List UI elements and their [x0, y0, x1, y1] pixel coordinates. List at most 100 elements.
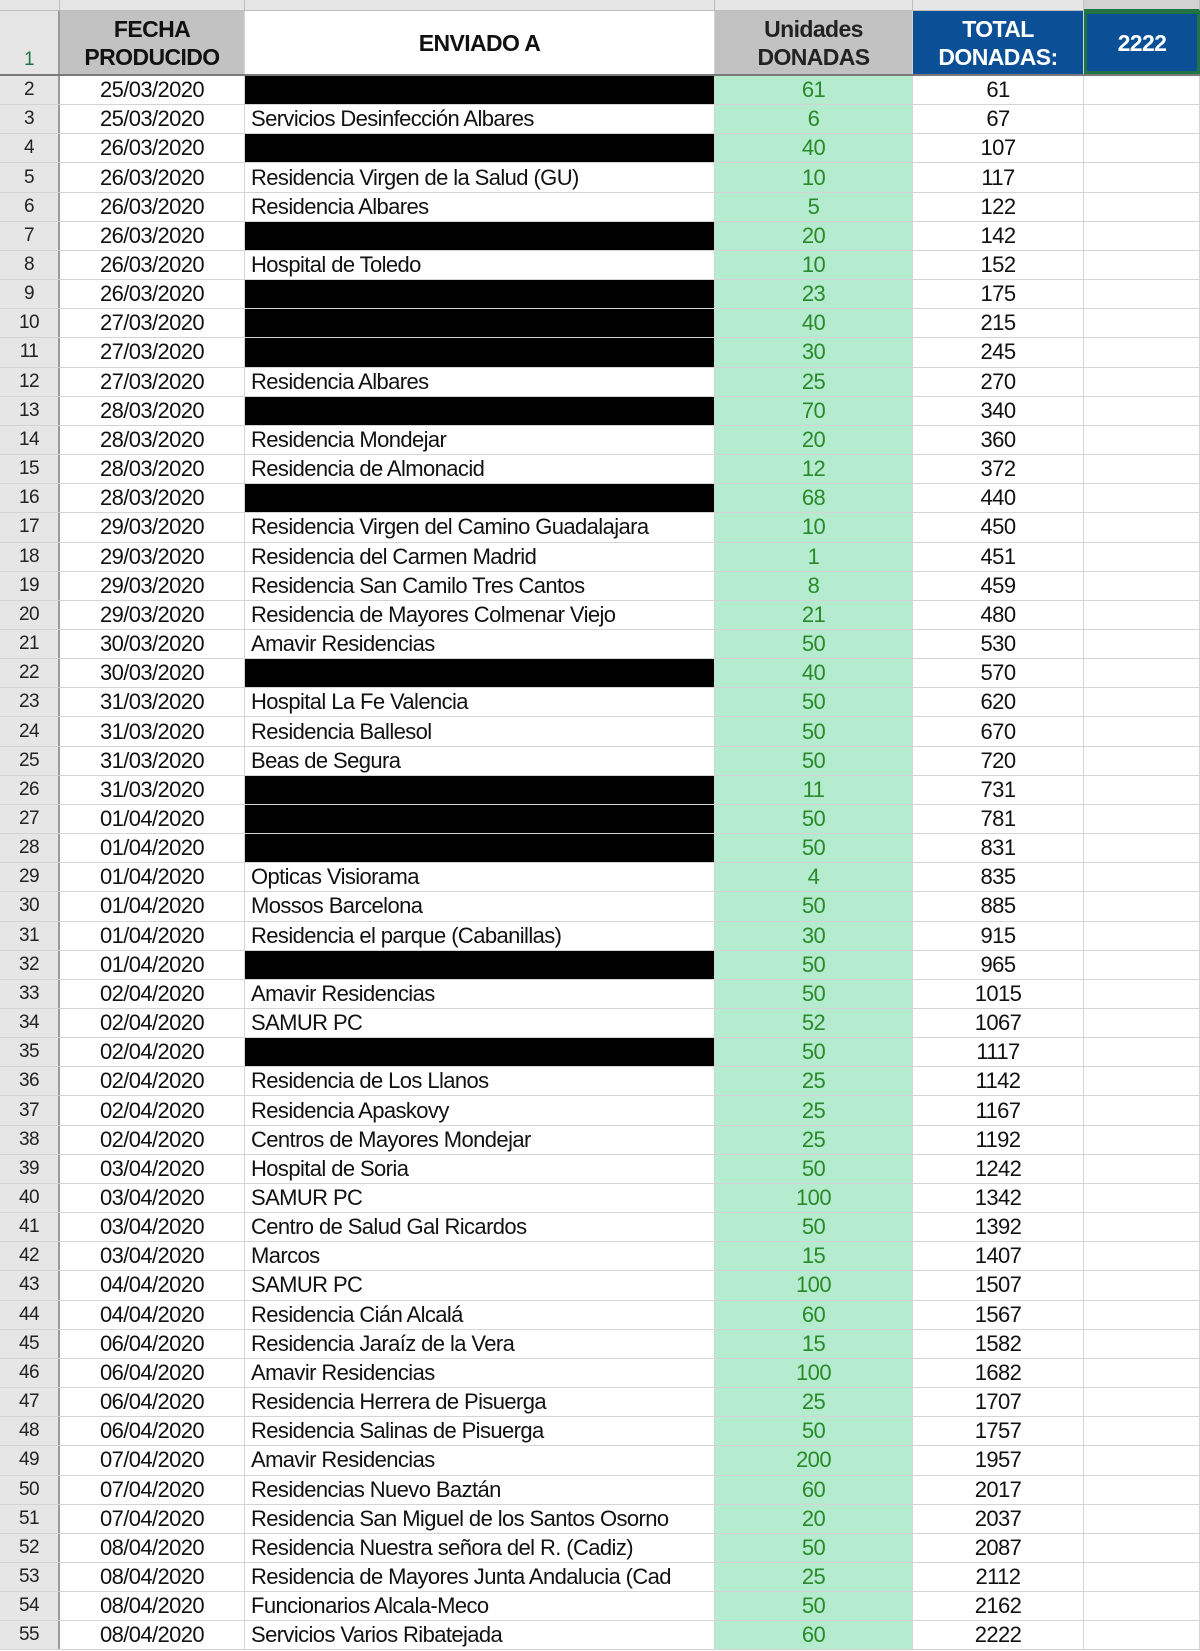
recipient-cell[interactable]: Centro de Salud Gal Ricardos	[245, 1213, 715, 1242]
units-cell[interactable]: 1	[715, 542, 913, 571]
date-cell[interactable]: 28/03/2020	[60, 484, 245, 513]
empty-cell[interactable]	[1084, 1183, 1200, 1213]
date-cell[interactable]: 27/03/2020	[60, 338, 245, 367]
recipient-cell[interactable]: Residencias Nuevo Baztán	[245, 1475, 715, 1504]
row-number[interactable]: 11	[0, 338, 60, 367]
empty-cell[interactable]	[1084, 834, 1200, 863]
date-cell[interactable]: 28/03/2020	[60, 396, 245, 425]
empty-cell[interactable]	[1084, 1125, 1200, 1154]
recipient-cell[interactable]: SAMUR PC	[245, 1009, 715, 1038]
units-cell[interactable]: 60	[715, 1621, 913, 1650]
date-cell[interactable]: 03/04/2020	[60, 1154, 245, 1183]
recipient-cell[interactable]: Hospital de Soria	[245, 1154, 715, 1183]
row-number[interactable]: 31	[0, 921, 60, 950]
recipient-cell[interactable]: Residencia Salinas de Pisuerga	[245, 1417, 715, 1446]
empty-cell[interactable]	[1084, 1358, 1200, 1388]
units-cell[interactable]: 23	[715, 280, 913, 309]
empty-cell[interactable]	[1084, 717, 1200, 746]
row-number[interactable]: 49	[0, 1446, 60, 1475]
row-number[interactable]: 36	[0, 1067, 60, 1096]
row-number[interactable]: 2	[0, 76, 60, 105]
running-total-cell[interactable]: 2017	[913, 1475, 1084, 1504]
recipient-cell[interactable]: SAMUR PC	[245, 1183, 715, 1213]
date-cell[interactable]: 02/04/2020	[60, 1125, 245, 1154]
empty-cell[interactable]	[1084, 1533, 1200, 1562]
empty-cell[interactable]	[1084, 600, 1200, 629]
row-number[interactable]: 47	[0, 1388, 60, 1417]
running-total-cell[interactable]: 1567	[913, 1300, 1084, 1329]
recipient-cell[interactable]: Residencia Mondejar	[245, 425, 715, 455]
row-number[interactable]: 10	[0, 309, 60, 338]
date-cell[interactable]: 26/03/2020	[60, 192, 245, 221]
redacted-cell[interactable]	[245, 76, 715, 105]
running-total-cell[interactable]: 1682	[913, 1358, 1084, 1388]
recipient-cell[interactable]: Residencia Herrera de Pisuerga	[245, 1388, 715, 1417]
redacted-cell[interactable]	[245, 309, 715, 338]
recipient-cell[interactable]: Residencia de Los Llanos	[245, 1067, 715, 1096]
row-number[interactable]: 9	[0, 280, 60, 309]
units-cell[interactable]: 20	[715, 221, 913, 250]
units-cell[interactable]: 50	[715, 746, 913, 775]
units-cell[interactable]: 52	[715, 1009, 913, 1038]
running-total-cell[interactable]: 781	[913, 804, 1084, 834]
empty-cell[interactable]	[1084, 1242, 1200, 1271]
row-number[interactable]: 43	[0, 1271, 60, 1300]
running-total-cell[interactable]: 1407	[913, 1242, 1084, 1271]
running-total-cell[interactable]: 1392	[913, 1213, 1084, 1242]
row-number[interactable]: 55	[0, 1621, 60, 1650]
units-cell[interactable]: 50	[715, 1213, 913, 1242]
empty-cell[interactable]	[1084, 425, 1200, 455]
row-number[interactable]: 30	[0, 892, 60, 921]
date-cell[interactable]: 03/04/2020	[60, 1242, 245, 1271]
running-total-cell[interactable]: 1015	[913, 979, 1084, 1008]
row-number[interactable]: 12	[0, 367, 60, 396]
recipient-cell[interactable]: Beas de Segura	[245, 746, 715, 775]
recipient-cell[interactable]: Residencia de Mayores Colmenar Viejo	[245, 600, 715, 629]
empty-cell[interactable]	[1084, 979, 1200, 1008]
empty-cell[interactable]	[1084, 192, 1200, 221]
empty-cell[interactable]	[1084, 1009, 1200, 1038]
running-total-cell[interactable]: 1957	[913, 1446, 1084, 1475]
units-cell[interactable]: 5	[715, 192, 913, 221]
date-cell[interactable]: 25/03/2020	[60, 105, 245, 134]
units-cell[interactable]: 50	[715, 717, 913, 746]
empty-cell[interactable]	[1084, 1592, 1200, 1621]
empty-cell[interactable]	[1084, 280, 1200, 309]
units-cell[interactable]: 25	[715, 1096, 913, 1125]
row-number[interactable]: 7	[0, 221, 60, 250]
units-cell[interactable]: 25	[715, 1562, 913, 1592]
empty-cell[interactable]	[1084, 1329, 1200, 1358]
running-total-cell[interactable]: 1757	[913, 1417, 1084, 1446]
date-cell[interactable]: 01/04/2020	[60, 863, 245, 892]
date-cell[interactable]: 31/03/2020	[60, 746, 245, 775]
date-cell[interactable]: 04/04/2020	[60, 1300, 245, 1329]
recipient-cell[interactable]: Marcos	[245, 1242, 715, 1271]
date-cell[interactable]: 28/03/2020	[60, 425, 245, 455]
units-cell[interactable]: 70	[715, 396, 913, 425]
recipient-cell[interactable]: Hospital de Toledo	[245, 250, 715, 280]
running-total-cell[interactable]: 1242	[913, 1154, 1084, 1183]
date-cell[interactable]: 08/04/2020	[60, 1533, 245, 1562]
running-total-cell[interactable]: 2037	[913, 1504, 1084, 1533]
date-cell[interactable]: 03/04/2020	[60, 1183, 245, 1213]
units-cell[interactable]: 4	[715, 863, 913, 892]
running-total-cell[interactable]: 2222	[913, 1621, 1084, 1650]
date-cell[interactable]: 29/03/2020	[60, 542, 245, 571]
column-header-a[interactable]	[60, 0, 245, 11]
date-cell[interactable]: 02/04/2020	[60, 1038, 245, 1067]
running-total-cell[interactable]: 1067	[913, 1009, 1084, 1038]
running-total-cell[interactable]: 451	[913, 542, 1084, 571]
redacted-cell[interactable]	[245, 950, 715, 979]
empty-cell[interactable]	[1084, 221, 1200, 250]
running-total-cell[interactable]: 360	[913, 425, 1084, 455]
running-total-cell[interactable]: 1192	[913, 1125, 1084, 1154]
empty-cell[interactable]	[1084, 1621, 1200, 1650]
running-total-cell[interactable]: 122	[913, 192, 1084, 221]
running-total-cell[interactable]: 2162	[913, 1592, 1084, 1621]
units-cell[interactable]: 25	[715, 1388, 913, 1417]
recipient-cell[interactable]: Residencia Apaskovy	[245, 1096, 715, 1125]
row-number[interactable]: 15	[0, 455, 60, 484]
row-number[interactable]: 28	[0, 834, 60, 863]
units-cell[interactable]: 10	[715, 513, 913, 542]
units-cell[interactable]: 8	[715, 571, 913, 600]
